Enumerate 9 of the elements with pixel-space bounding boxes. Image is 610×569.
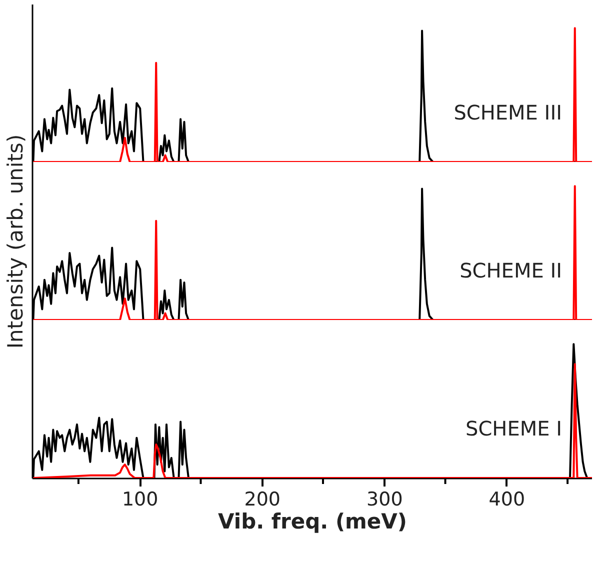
annotation: SCHEME III bbox=[454, 100, 562, 124]
annotation: SCHEME I bbox=[466, 416, 562, 440]
x-tick-label: 200 bbox=[244, 488, 280, 510]
y-axis-title: Intensity (arb. units) bbox=[4, 134, 28, 349]
x-axis-title: Vib. freq. (meV) bbox=[218, 510, 408, 534]
x-tick-label: 300 bbox=[366, 488, 403, 510]
x-tick-label: 100 bbox=[122, 488, 158, 510]
x-tick-label: 400 bbox=[488, 488, 526, 510]
annotation: SCHEME II bbox=[460, 258, 562, 282]
